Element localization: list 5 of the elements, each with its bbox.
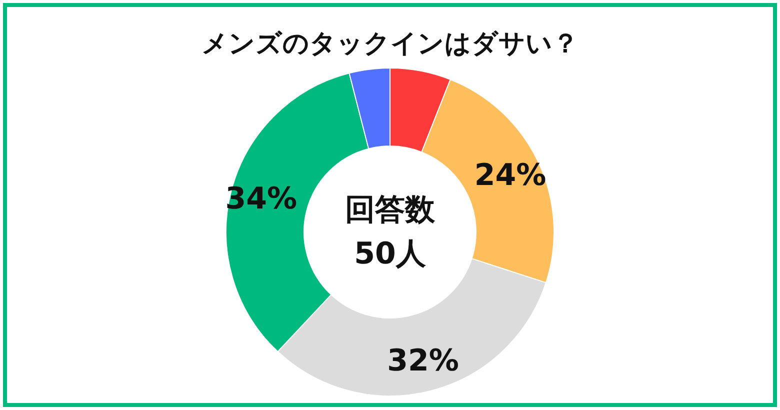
text: 50人 [354,236,427,272]
text: 回答数 [345,192,436,228]
data-label: 24% [474,158,546,193]
chart-title: メンズのタックインはダサい？ [202,29,578,59]
data-label: 32% [387,343,459,378]
